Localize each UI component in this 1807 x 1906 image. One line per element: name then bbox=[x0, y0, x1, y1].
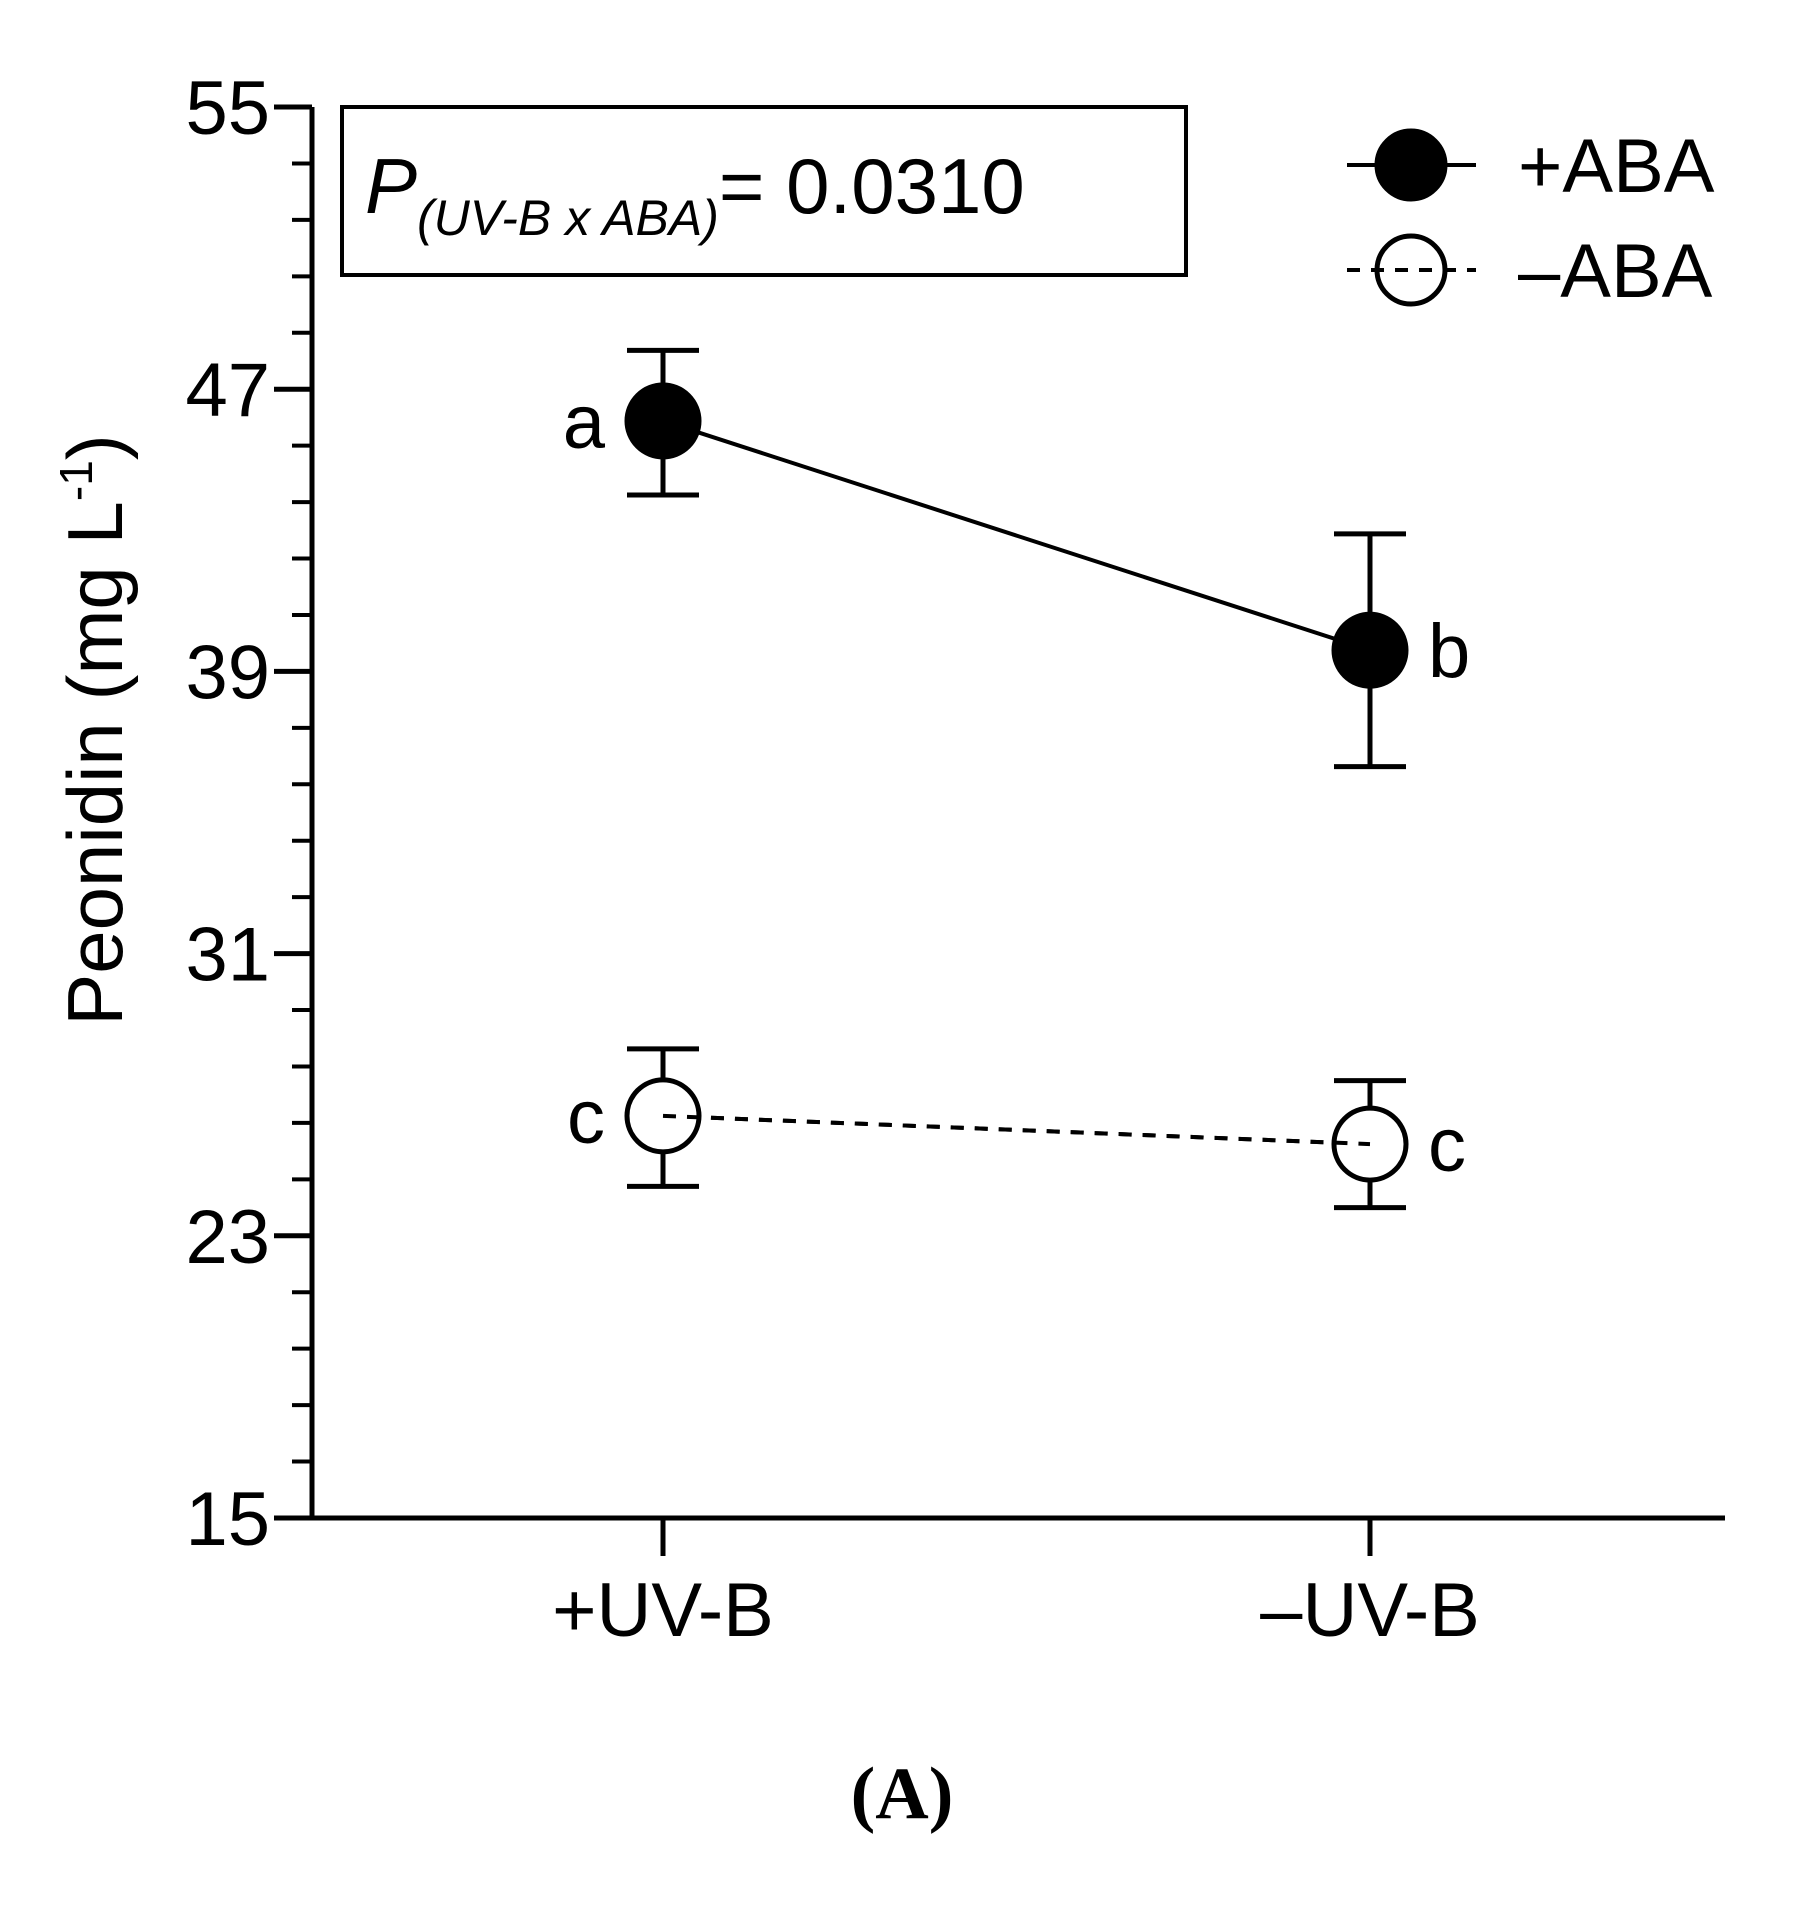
annotation-text: P(UV-B x ABA)= 0.0310 bbox=[365, 142, 1025, 246]
significance-letter: b bbox=[1428, 609, 1470, 694]
series-line-overlay--ABA bbox=[662, 1113, 1371, 1147]
y-axis-title-close: ) bbox=[51, 434, 139, 460]
p-symbol: P bbox=[365, 142, 417, 230]
legend-label: +ABA bbox=[1518, 124, 1715, 209]
y-axis-title-main: Peonidin (mg L bbox=[51, 501, 139, 1026]
significance-letter: c bbox=[567, 1075, 605, 1160]
significance-letter: a bbox=[563, 380, 606, 465]
legend-marker--ABA bbox=[1374, 233, 1448, 307]
data-point-+ABA bbox=[1331, 611, 1409, 689]
p-subscript: (UV-B x ABA) bbox=[417, 190, 719, 246]
y-axis-title-sup: -1 bbox=[50, 460, 102, 501]
y-tick-label: 55 bbox=[185, 66, 270, 151]
annotation-box bbox=[340, 105, 1188, 277]
series-line-+ABA bbox=[662, 419, 1371, 653]
y-tick-label: 23 bbox=[185, 1195, 270, 1280]
y-tick-label: 31 bbox=[185, 913, 270, 998]
x-tick-label: +UV-B bbox=[552, 1568, 774, 1653]
p-value: = 0.0310 bbox=[719, 142, 1025, 230]
data-point-+ABA bbox=[624, 382, 702, 460]
panel-label: (A) bbox=[851, 1753, 954, 1835]
y-axis-title: Peonidin (mg L-1) bbox=[50, 434, 139, 1026]
y-tick-label: 15 bbox=[185, 1477, 270, 1562]
y-tick-label: 47 bbox=[185, 348, 270, 433]
significance-letter: c bbox=[1428, 1103, 1466, 1188]
x-tick-label: –UV-B bbox=[1260, 1568, 1480, 1653]
legend-label: –ABA bbox=[1518, 229, 1713, 314]
y-tick-label: 39 bbox=[185, 630, 270, 715]
legend-marker-+ABA bbox=[1374, 128, 1448, 202]
